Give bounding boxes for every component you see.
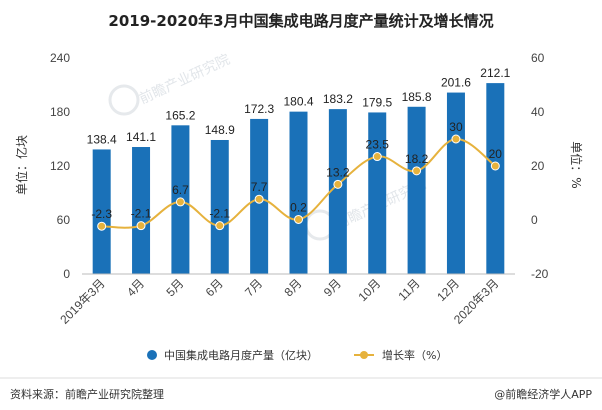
line-data-label: -2.3 xyxy=(91,207,112,221)
x-tick-label: 10月 xyxy=(356,276,384,304)
x-tick-label: 5月 xyxy=(163,276,186,299)
x-tick-label: 4月 xyxy=(124,276,147,299)
x-tick-label: 8月 xyxy=(282,276,305,299)
bar-data-label: 138.4 xyxy=(87,132,117,146)
right-tick-label: 0 xyxy=(531,213,538,227)
bar-data-label: 212.1 xyxy=(480,66,510,80)
left-tick-label: 120 xyxy=(50,159,70,173)
legend-bar-label: 中国集成电路月度产量（亿块） xyxy=(164,348,318,362)
bar xyxy=(407,106,426,274)
line-data-label: -2.1 xyxy=(209,207,230,221)
left-axis-label: 单位：亿块 xyxy=(14,135,29,195)
line-data-label: 18.2 xyxy=(405,152,429,166)
line-data-label: 7.7 xyxy=(251,180,268,194)
bar-data-label: 165.2 xyxy=(165,108,195,122)
chart-title: 2019-2020年3月中国集成电路月度产量统计及增长情况 xyxy=(108,12,493,30)
legend-line-marker xyxy=(360,351,368,359)
left-tick-label: 180 xyxy=(50,105,70,119)
bar xyxy=(132,147,151,274)
line-data-label: 20 xyxy=(489,147,503,161)
line-point xyxy=(136,221,146,231)
line-data-label: 23.5 xyxy=(366,138,390,152)
x-tick-label: 12月 xyxy=(434,276,462,304)
footer-source: 资料来源：前瞻产业研究院整理 xyxy=(10,387,164,401)
line-data-label: 6.7 xyxy=(172,183,189,197)
right-axis-label: 单位：% xyxy=(569,141,584,188)
legend-bar-marker xyxy=(147,350,157,360)
bar xyxy=(210,139,229,274)
watermark-text: 前瞻产业研究院 xyxy=(137,51,233,108)
line-point xyxy=(490,161,500,171)
bar xyxy=(368,112,387,274)
bar xyxy=(289,111,308,274)
line-point xyxy=(333,179,343,189)
bar-data-label: 180.4 xyxy=(283,95,313,109)
line-point xyxy=(451,134,461,144)
x-tick-label: 7月 xyxy=(242,276,265,299)
line-data-label: -2.1 xyxy=(131,207,152,221)
bar-data-label: 183.2 xyxy=(323,92,353,106)
line-point xyxy=(97,221,107,231)
line-data-label: 30 xyxy=(449,120,463,134)
right-tick-label: 20 xyxy=(531,159,545,173)
x-tick-label: 11月 xyxy=(396,276,423,303)
line-point xyxy=(372,152,382,162)
left-tick-label: 0 xyxy=(63,267,70,281)
right-tick-label: -20 xyxy=(531,267,549,281)
footer-credit: @前瞻经济学人APP xyxy=(494,387,592,401)
legend-line-label: 增长率（%） xyxy=(382,348,447,362)
x-tick-label: 9月 xyxy=(321,276,344,299)
line-point xyxy=(294,214,303,224)
line-point xyxy=(254,194,264,204)
left-tick-label: 60 xyxy=(57,213,71,227)
line-data-label: 0.2 xyxy=(290,200,307,214)
left-axis-ticks: 0 60 120 180 240 xyxy=(50,51,70,281)
x-tick-label: 2019年3月 xyxy=(57,276,107,326)
right-axis-ticks: -20 0 20 40 60 xyxy=(531,51,549,281)
bar-data-label: 201.6 xyxy=(441,76,471,90)
right-tick-label: 40 xyxy=(531,105,545,119)
legend: 中国集成电路月度产量（亿块） 增长率（%） xyxy=(147,348,447,362)
line-series: -2.3 -2.1 6.7 -2.1 7.7 0.2 13.2 23.5 18.2 30 20 xyxy=(91,120,503,231)
line-point xyxy=(175,197,185,207)
line-data-label: 13.2 xyxy=(326,165,350,179)
bar xyxy=(328,109,347,275)
line-point xyxy=(215,221,225,231)
bar xyxy=(92,149,111,274)
right-tick-label: 60 xyxy=(531,51,545,65)
bar-series: 138.4 141.1 165.2 148.9 172.3 180.4 183.2 179.5… xyxy=(87,66,511,275)
line-point xyxy=(412,166,422,176)
x-tick-label: 6月 xyxy=(203,276,226,299)
bar-data-label: 141.1 xyxy=(126,130,156,144)
watermark-logo-icon xyxy=(108,84,140,116)
bar xyxy=(446,92,465,274)
bar-data-label: 185.8 xyxy=(402,90,432,104)
bar-data-label: 148.9 xyxy=(205,123,235,137)
left-tick-label: 240 xyxy=(50,51,70,65)
bar-data-label: 172.3 xyxy=(244,102,274,116)
bar xyxy=(486,83,505,274)
bar-data-label: 179.5 xyxy=(362,95,392,109)
